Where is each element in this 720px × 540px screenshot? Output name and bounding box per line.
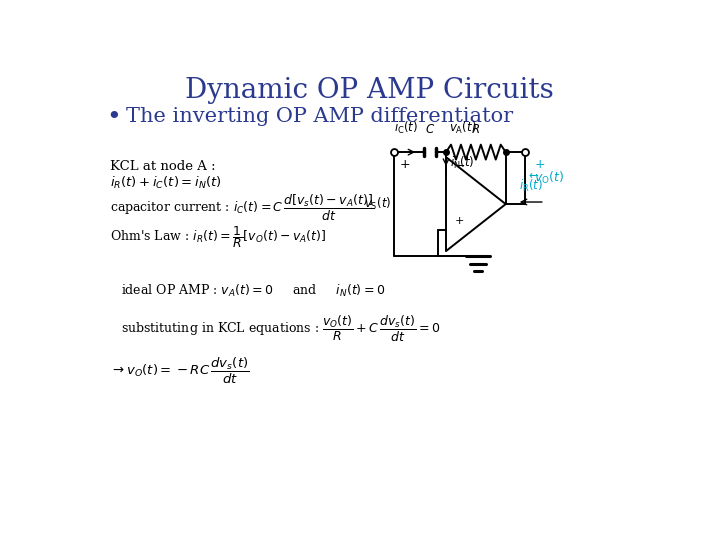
Text: $-$: $-$ [454,159,466,172]
Text: Ohm's Law : $i_R(t)=\dfrac{1}{R}\left[v_O(t)-v_A(t)\right]$: Ohm's Law : $i_R(t)=\dfrac{1}{R}\left[v_… [109,225,326,251]
Text: $v_\mathrm{S}(t)$: $v_\mathrm{S}(t)$ [364,196,392,212]
Text: $i_\mathrm{N}(t)$: $i_\mathrm{N}(t)$ [451,155,475,171]
Text: $\rightarrow v_O(t)=-RC\,\dfrac{dv_s(t)}{dt}$: $\rightarrow v_O(t)=-RC\,\dfrac{dv_s(t)}… [109,355,249,386]
Text: $v_\mathrm{O}(t)$: $v_\mathrm{O}(t)$ [534,170,564,186]
Text: $+$: $+$ [454,214,464,226]
Text: $R$: $R$ [472,123,480,136]
Text: The inverting OP AMP differentiator: The inverting OP AMP differentiator [126,107,513,126]
Text: $i_R(t)+i_C(t)=i_N(t)$: $i_R(t)+i_C(t)=i_N(t)$ [109,176,222,191]
Text: $v_\mathrm{A}(t)$: $v_\mathrm{A}(t)$ [449,120,477,136]
Text: Dynamic OP AMP Circuits: Dynamic OP AMP Circuits [184,77,554,104]
Text: $\overleftarrow{i_\mathrm{R}(t)}$: $\overleftarrow{i_\mathrm{R}(t)}$ [518,171,543,194]
Text: $i_\mathrm{C}(t)$: $i_\mathrm{C}(t)$ [394,120,418,136]
Text: $C$: $C$ [425,123,435,136]
Text: $+$: $+$ [534,158,545,171]
Text: capacitor current : $i_C(t)=C\,\dfrac{d\left[v_s(t)-v_A(t)\right]}{dt}$: capacitor current : $i_C(t)=C\,\dfrac{d\… [109,193,374,223]
Text: ideal OP AMP : $v_A(t)=0$     and     $i_N(t)=0$: ideal OP AMP : $v_A(t)=0$ and $i_N(t)=0$ [121,284,385,300]
Text: substituting in KCL equations : $\dfrac{v_O(t)}{R}+C\,\dfrac{dv_s(t)}{dt}=0$: substituting in KCL equations : $\dfrac{… [121,314,440,344]
Text: •: • [107,105,122,129]
Text: KCL at node A :: KCL at node A : [109,160,215,173]
Text: $+$: $+$ [399,158,410,171]
